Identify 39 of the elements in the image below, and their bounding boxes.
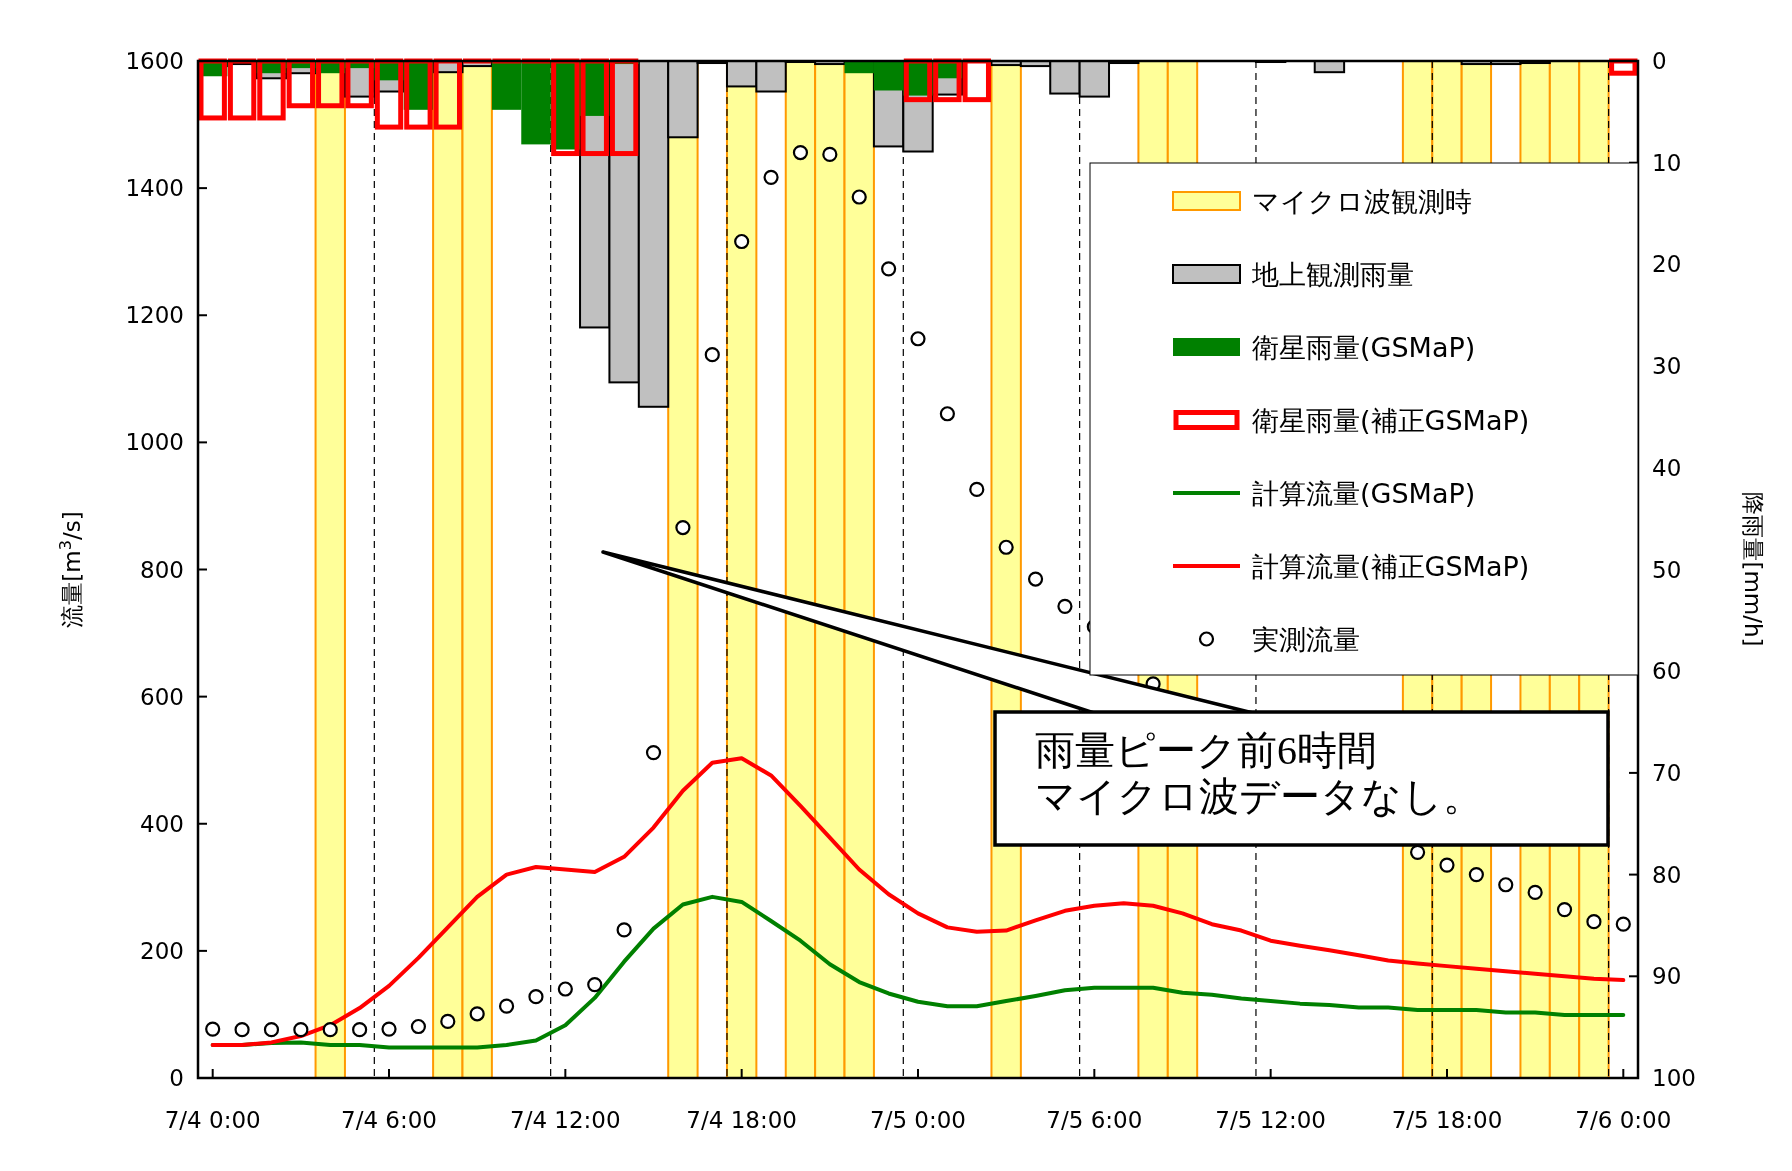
legend-label: 衛星雨量(補正GSMaP) [1252,405,1530,436]
y2-tick-label: 50 [1652,556,1682,583]
y2-tick-label: 10 [1652,149,1682,176]
y-tick-label: 600 [140,683,184,710]
y2-axis-title: 降雨量[mm/h] [1740,492,1766,647]
x-tick-label: 7/6 0:00 [1575,1107,1672,1133]
y-tick-label: 1000 [125,429,184,456]
x-tick-label: 7/5 12:00 [1215,1107,1326,1133]
y-tick-label: 1200 [125,302,184,329]
y2-tick-label: 30 [1652,353,1682,380]
y-tick-label: 800 [140,556,184,583]
y2-tick-label: 0 [1652,48,1667,74]
y2-tick-label: 80 [1652,861,1682,888]
legend-label: 実測流量 [1252,624,1360,655]
y2-tick-label: 20 [1652,251,1682,278]
y2-tick-label: 100 [1652,1065,1696,1091]
legend-label: 衛星雨量(GSMaP) [1252,332,1476,363]
x-tick-label: 7/4 12:00 [510,1107,621,1133]
x-tick-label: 7/5 6:00 [1046,1107,1143,1133]
annotation: マイクロ波データなし。 [1035,774,1483,819]
y-tick-label: 0 [169,1065,184,1091]
annotation: 雨量ピーク前6時間 [1035,728,1377,773]
x-tick-label: 7/4 0:00 [164,1107,261,1133]
x-tick-label: 7/4 18:00 [686,1107,797,1133]
y2-tick-label: 70 [1652,759,1682,786]
x-tick-label: 7/5 18:00 [1391,1107,1503,1133]
legend-label: 計算流量(GSMaP) [1252,478,1476,509]
legend-label: マイクロ波観測時 [1252,186,1472,217]
y-tick-label: 200 [140,937,184,964]
y2-tick-label: 40 [1652,454,1682,481]
y-tick-label: 1600 [125,48,184,74]
legend-label: 地上観測雨量 [1251,259,1414,290]
legend-label: 計算流量(補正GSMaP) [1252,551,1530,582]
y2-tick-label: 60 [1652,658,1682,685]
y-tick-label: 400 [140,810,184,837]
x-tick-label: 7/4 6:00 [341,1107,438,1133]
y2-tick-label: 90 [1652,963,1682,990]
x-tick-label: 7/5 0:00 [870,1107,966,1133]
y-tick-label: 1400 [125,175,184,202]
